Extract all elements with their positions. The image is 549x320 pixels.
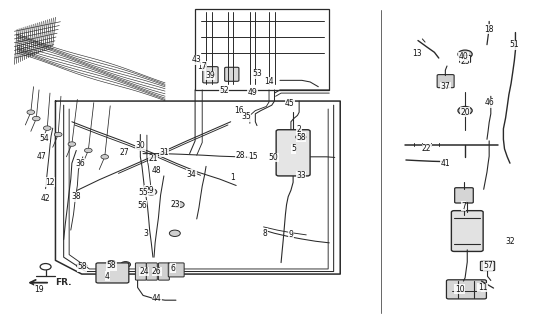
Text: 45: 45 bbox=[285, 99, 295, 108]
Text: 38: 38 bbox=[71, 192, 81, 201]
Text: 50: 50 bbox=[268, 153, 278, 162]
Text: 52: 52 bbox=[219, 86, 229, 95]
Text: 48: 48 bbox=[152, 166, 161, 175]
Text: 46: 46 bbox=[484, 98, 494, 107]
Text: 21: 21 bbox=[148, 154, 158, 163]
Text: 43: 43 bbox=[192, 55, 201, 64]
FancyBboxPatch shape bbox=[446, 280, 486, 299]
Text: 57: 57 bbox=[483, 261, 493, 270]
Text: 9: 9 bbox=[288, 230, 293, 239]
Circle shape bbox=[32, 116, 40, 121]
Circle shape bbox=[173, 201, 184, 208]
Text: 58: 58 bbox=[77, 262, 87, 271]
Circle shape bbox=[54, 132, 62, 137]
Text: 13: 13 bbox=[412, 49, 422, 58]
Circle shape bbox=[169, 230, 180, 236]
Circle shape bbox=[296, 134, 306, 140]
Text: 47: 47 bbox=[37, 152, 47, 161]
Text: 14: 14 bbox=[264, 77, 274, 86]
FancyBboxPatch shape bbox=[168, 263, 184, 277]
Circle shape bbox=[146, 189, 157, 195]
FancyBboxPatch shape bbox=[437, 75, 454, 88]
Text: 44: 44 bbox=[152, 294, 161, 303]
Text: 27: 27 bbox=[119, 148, 128, 156]
Text: 18: 18 bbox=[484, 25, 494, 34]
Text: 49: 49 bbox=[248, 88, 257, 97]
Circle shape bbox=[68, 142, 76, 146]
Text: 8: 8 bbox=[263, 229, 267, 238]
Text: 30: 30 bbox=[136, 141, 145, 150]
Text: 41: 41 bbox=[440, 159, 450, 168]
Text: 5: 5 bbox=[291, 144, 296, 153]
Text: 32: 32 bbox=[505, 237, 515, 246]
Text: 35: 35 bbox=[241, 113, 251, 122]
Text: 56: 56 bbox=[137, 201, 147, 210]
Text: 34: 34 bbox=[187, 170, 196, 179]
Text: 40: 40 bbox=[458, 52, 468, 61]
Text: 22: 22 bbox=[422, 144, 432, 153]
Text: 28: 28 bbox=[236, 151, 245, 160]
Text: FR.: FR. bbox=[55, 278, 72, 287]
Circle shape bbox=[121, 262, 131, 268]
Text: 16: 16 bbox=[234, 106, 244, 115]
Text: 55: 55 bbox=[138, 188, 148, 197]
Text: 26: 26 bbox=[152, 267, 161, 276]
Text: 54: 54 bbox=[40, 134, 49, 143]
Circle shape bbox=[458, 50, 472, 58]
Text: 58: 58 bbox=[107, 261, 116, 270]
FancyBboxPatch shape bbox=[480, 261, 495, 270]
Text: 31: 31 bbox=[159, 148, 169, 156]
Text: 15: 15 bbox=[248, 152, 257, 161]
Text: 11: 11 bbox=[478, 283, 488, 292]
Text: 6: 6 bbox=[171, 264, 176, 273]
FancyBboxPatch shape bbox=[136, 263, 147, 280]
Circle shape bbox=[77, 263, 87, 269]
Text: 10: 10 bbox=[455, 284, 464, 293]
Text: 25: 25 bbox=[460, 57, 470, 66]
FancyBboxPatch shape bbox=[203, 67, 218, 83]
Circle shape bbox=[458, 107, 472, 115]
Text: 33: 33 bbox=[296, 172, 306, 180]
Circle shape bbox=[43, 126, 51, 130]
Text: 24: 24 bbox=[139, 267, 149, 276]
FancyBboxPatch shape bbox=[225, 67, 239, 81]
Text: 19: 19 bbox=[34, 284, 44, 293]
Text: 1: 1 bbox=[230, 173, 235, 182]
Circle shape bbox=[27, 110, 35, 115]
FancyBboxPatch shape bbox=[96, 263, 129, 283]
Text: 7: 7 bbox=[461, 202, 466, 211]
Text: 23: 23 bbox=[170, 200, 180, 209]
FancyBboxPatch shape bbox=[460, 55, 470, 62]
Text: 29: 29 bbox=[145, 186, 154, 195]
FancyBboxPatch shape bbox=[451, 211, 483, 252]
Text: 53: 53 bbox=[252, 69, 262, 78]
FancyBboxPatch shape bbox=[276, 130, 310, 176]
Text: 20: 20 bbox=[460, 108, 470, 117]
FancyBboxPatch shape bbox=[147, 263, 158, 280]
Text: 36: 36 bbox=[75, 159, 85, 168]
Circle shape bbox=[101, 155, 109, 159]
Text: 12: 12 bbox=[45, 178, 55, 187]
FancyBboxPatch shape bbox=[159, 263, 169, 280]
Text: 42: 42 bbox=[41, 194, 51, 204]
Circle shape bbox=[107, 261, 116, 267]
Text: 51: 51 bbox=[509, 40, 519, 49]
Bar bbox=[195, 9, 329, 90]
Text: 17: 17 bbox=[198, 61, 207, 70]
Text: 58: 58 bbox=[296, 132, 306, 141]
Text: 37: 37 bbox=[440, 82, 450, 91]
Text: 4: 4 bbox=[105, 272, 110, 281]
Text: 39: 39 bbox=[205, 71, 215, 80]
FancyBboxPatch shape bbox=[455, 188, 473, 203]
Text: 3: 3 bbox=[143, 229, 148, 238]
Text: 2: 2 bbox=[297, 125, 301, 134]
Circle shape bbox=[85, 148, 92, 153]
